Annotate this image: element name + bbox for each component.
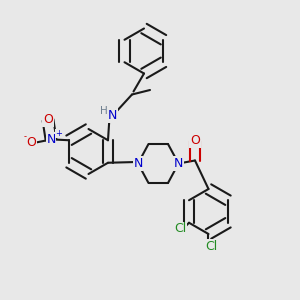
Text: N: N: [108, 109, 117, 122]
Text: N: N: [174, 157, 183, 170]
Text: O: O: [43, 113, 53, 127]
Text: Cl: Cl: [174, 222, 186, 235]
Text: H: H: [100, 106, 107, 116]
Text: O: O: [27, 136, 36, 149]
Text: N: N: [46, 133, 56, 146]
Text: O: O: [190, 134, 200, 148]
Text: +: +: [55, 129, 62, 138]
Text: Cl: Cl: [206, 239, 218, 253]
Text: -: -: [24, 132, 27, 141]
Text: N: N: [133, 157, 143, 170]
